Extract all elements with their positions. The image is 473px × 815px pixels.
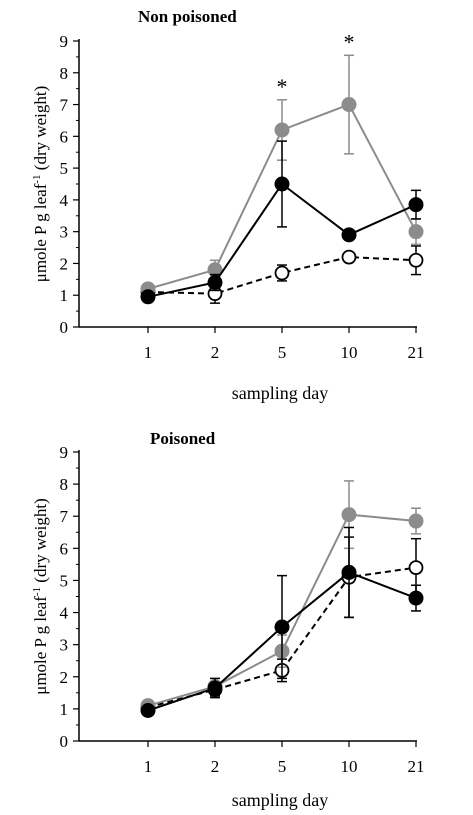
- y-tick-label: 0: [60, 318, 69, 337]
- y-axis-label-sup: -1: [31, 587, 43, 596]
- chart-panel-2: Poisoned 0 1 2 3 4 5 6 7 8 9 1 2 5 10 21 sampling day μmo…: [31, 429, 425, 810]
- y-axis-label-tail: (dry weight): [31, 498, 50, 587]
- x-tick-label: 5: [278, 343, 287, 362]
- data-point: [140, 702, 156, 718]
- data-point: [140, 289, 156, 305]
- y-axis-label: μmole P g leaf-1 (dry weight): [31, 86, 50, 283]
- significance-annotation: *: [277, 74, 288, 99]
- y-tick-label: 8: [60, 475, 69, 494]
- data-point: [274, 122, 290, 138]
- x-tick-label: 1: [144, 757, 153, 776]
- y-axis-label-main: μmole P g leaf: [31, 596, 50, 695]
- y-tick-label: 6: [60, 539, 69, 558]
- y-tick-label: 2: [60, 254, 69, 273]
- data-point: [341, 507, 357, 523]
- data-point: [341, 97, 357, 113]
- y-tick-label: 5: [60, 571, 69, 590]
- y-tick-label: 3: [60, 223, 69, 242]
- y-tick-label: 4: [60, 604, 69, 623]
- data-point: [408, 197, 424, 213]
- data-point: [341, 227, 357, 243]
- y-tick-label: 4: [60, 191, 69, 210]
- y-axis-label-tail: (dry weight): [31, 86, 50, 175]
- y-tick-label: 9: [60, 32, 69, 51]
- x-tick-label: 21: [408, 343, 425, 362]
- y-tick-label: 6: [60, 127, 69, 146]
- chart-panel-1: Non poisoned 0 1 2 3 4 5 6 7 8 9 1 2 5 10 21 sampling da…: [31, 7, 425, 403]
- x-axis-label: sampling day: [232, 790, 329, 810]
- series-gray-filled-solid: [140, 54, 424, 297]
- panel-title: Non poisoned: [138, 7, 237, 26]
- data-point: [341, 564, 357, 580]
- data-point: [207, 680, 223, 696]
- data-point: [408, 252, 424, 268]
- series-line: [147, 256, 417, 295]
- y-axis-label: μmole P g leaf-1 (dry weight): [31, 498, 50, 695]
- y-tick-label: 0: [60, 732, 69, 751]
- x-axis-label: sampling day: [232, 383, 329, 403]
- data-point: [274, 265, 290, 281]
- y-axis-label-sup: -1: [31, 174, 43, 183]
- x-tick-label: 21: [408, 757, 425, 776]
- series-black-filled-solid: [140, 526, 424, 718]
- y-tick-label: 5: [60, 159, 69, 178]
- series-black-filled-solid: [140, 140, 424, 305]
- y-axis-label-main: μmole P g leaf: [31, 183, 50, 282]
- series-open-dashed: [140, 245, 424, 304]
- data-point: [408, 560, 424, 575]
- y-tick-label: 3: [60, 636, 69, 655]
- x-tick-label: 2: [211, 343, 220, 362]
- y-tick-label: 9: [60, 443, 69, 462]
- data-point: [274, 176, 290, 192]
- y-tick-label: 1: [60, 286, 69, 305]
- data-point: [408, 590, 424, 606]
- data-point: [408, 224, 424, 240]
- y-tick-label: 2: [60, 668, 69, 687]
- data-point: [408, 513, 424, 529]
- x-tick-label: 2: [211, 757, 220, 776]
- y-tick-label: 7: [60, 507, 69, 526]
- data-point: [207, 275, 223, 291]
- x-tick-label: 5: [278, 757, 287, 776]
- y-tick-label: 8: [60, 64, 69, 83]
- y-tick-label: 7: [60, 96, 69, 115]
- panel-title: Poisoned: [150, 429, 216, 448]
- x-tick-label: 10: [341, 757, 358, 776]
- data-point: [274, 619, 290, 635]
- significance-annotation: *: [344, 29, 355, 54]
- x-tick-label: 1: [144, 343, 153, 362]
- y-tick-label: 1: [60, 700, 69, 719]
- x-tick-label: 10: [341, 343, 358, 362]
- data-point: [341, 249, 357, 265]
